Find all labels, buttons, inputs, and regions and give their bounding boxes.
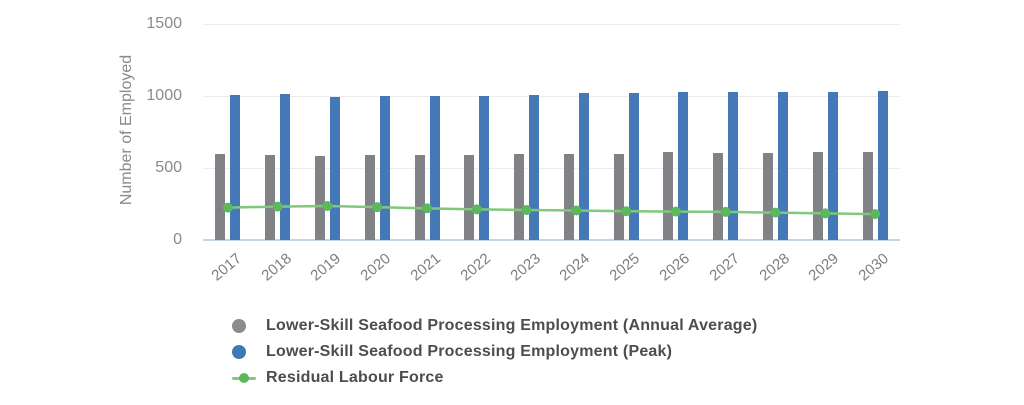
annual-average-bar-2030: [862, 152, 873, 240]
residual-marker-2026: [670, 206, 681, 217]
x-tick-label-2027: 2027: [706, 250, 743, 285]
residual-line: [227, 204, 876, 216]
residual-marker-2017: [222, 202, 233, 213]
gridline-0: [203, 239, 900, 241]
peak-bar-2020: [379, 96, 390, 240]
residual-marker-2024: [571, 205, 582, 216]
peak-bar-2029: [827, 92, 838, 240]
annual-average-bar-2029: [812, 152, 823, 240]
peak-bar-2025: [628, 93, 639, 240]
x-tick-label-2026: 2026: [656, 250, 693, 285]
legend-item-peak: Lower-Skill Seafood Processing Employmen…: [232, 342, 757, 362]
residual-marker-2019: [322, 201, 333, 212]
residual-line-layer: [222, 201, 881, 220]
annual-average-bar-2022: [464, 155, 475, 240]
residual-marker-2021: [422, 203, 433, 214]
legend: Lower-Skill Seafood Processing Employmen…: [232, 316, 757, 394]
gridline-500: [203, 168, 900, 169]
peak-bar-2028: [778, 92, 789, 240]
residual-marker-2020: [372, 202, 383, 213]
annual-average-bar-2026: [663, 152, 674, 240]
gridline-1500: [203, 24, 900, 25]
legend-label-residual: Residual Labour Force: [266, 369, 444, 386]
y-axis-title: Number of Employed: [118, 54, 135, 206]
peak-bar-2018: [280, 93, 291, 240]
y-tick-label-1500: 1500: [146, 15, 182, 32]
residual-marker-2027: [720, 206, 731, 217]
residual-swatch-icon: [232, 371, 258, 385]
peak-bar-2026: [678, 92, 689, 240]
peak-bar-2023: [529, 94, 540, 240]
residual-marker-2028: [770, 207, 781, 218]
annual-average-bar-2023: [514, 154, 525, 240]
y-tick-label-1000: 1000: [146, 87, 182, 104]
x-tick-label-2022: 2022: [457, 250, 494, 285]
residual-marker-2029: [820, 208, 831, 219]
residual-marker-2025: [621, 206, 632, 217]
y-tick-label-0: 0: [173, 231, 182, 248]
annual-average-swatch-icon: [232, 319, 258, 333]
peak-bar-2027: [728, 92, 739, 240]
annual-average-bar-2018: [265, 155, 276, 240]
annual-average-bar-2021: [414, 155, 425, 240]
x-tick-label-2028: 2028: [755, 250, 793, 285]
legend-item-annual-average: Lower-Skill Seafood Processing Employmen…: [232, 316, 757, 336]
annual-average-bar-2027: [713, 152, 724, 240]
x-tick-label-2029: 2029: [805, 250, 843, 285]
x-tick-label-2023: 2023: [507, 250, 544, 285]
x-tick-label-2018: 2018: [258, 250, 295, 285]
annual-average-bar-2024: [563, 153, 574, 240]
peak-bar-2030: [877, 90, 888, 240]
peak-bar-2024: [578, 93, 589, 240]
y-tick-label-500: 500: [155, 159, 182, 176]
x-tick-label-2020: 2020: [357, 250, 395, 285]
annual-average-bar-2019: [314, 156, 325, 240]
peak-bar-2021: [429, 96, 440, 240]
x-tick-label-2017: 2017: [208, 250, 245, 285]
residual-marker-2023: [521, 205, 532, 216]
annual-average-bar-2017: [215, 153, 226, 240]
residual-marker-2022: [471, 204, 482, 215]
annual-average-bar-2025: [613, 153, 624, 240]
plot-area: [203, 24, 900, 241]
x-tick-label-2030: 2030: [855, 250, 893, 285]
legend-label-annual-average: Lower-Skill Seafood Processing Employmen…: [266, 317, 758, 334]
legend-label-peak: Lower-Skill Seafood Processing Employmen…: [266, 343, 673, 360]
peak-swatch-icon: [232, 345, 258, 359]
legend-item-residual: Residual Labour Force: [232, 368, 757, 388]
x-tick-label-2024: 2024: [556, 250, 594, 285]
x-tick-label-2019: 2019: [307, 250, 345, 285]
peak-bar-2017: [230, 94, 241, 240]
x-tick-label-2021: 2021: [407, 250, 444, 285]
peak-bar-2019: [329, 97, 340, 240]
annual-average-bar-2028: [763, 152, 774, 240]
peak-bar-2022: [479, 96, 490, 240]
annual-average-bar-2020: [364, 155, 375, 240]
gridline-1000: [203, 96, 900, 97]
residual-marker-2030: [870, 209, 881, 220]
residual-marker-2018: [272, 201, 283, 212]
x-tick-label-2025: 2025: [606, 250, 644, 285]
